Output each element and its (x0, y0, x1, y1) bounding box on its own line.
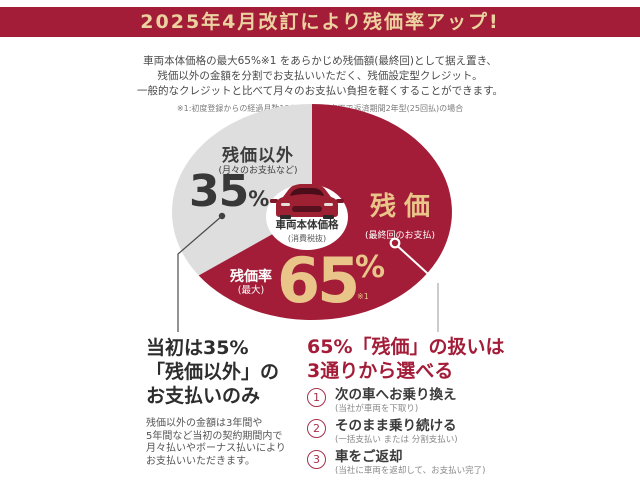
option-text: 次の車へお乗り換え (当社が車両を下取り) (335, 387, 457, 414)
left-note-body-line: お支払いいただきます。 (146, 455, 255, 467)
option-item-3: 3 車をご返却 (当社に車両を返却して、お支払い完了) (307, 449, 547, 476)
red-value-footnote-ref: ※1 (357, 292, 369, 301)
option-label: そのまま乗り続ける (335, 418, 457, 434)
red-value-unit: % (355, 250, 386, 285)
option-text: そのまま乗り続ける (一括支払い または 分割支払い) (335, 418, 458, 445)
residual-rate-subtitle: (最大) (237, 285, 265, 296)
residual-rate-label: 残価率 (最大) (222, 269, 280, 297)
options-block: 65%「残価」の扱いは 3通りから選べる 1 次の車へお乗り換え (当社が車両を… (307, 335, 547, 480)
intro-line: 残価以外の金額を分割でお支払いいただく、残価設定型クレジット。 (157, 70, 483, 82)
left-note-heading-line: お支払いのみ (146, 385, 261, 407)
option-number-badge: 3 (307, 450, 326, 469)
leader-line-right (389, 237, 439, 332)
gray-slice-label: 残価以外 (222, 146, 294, 166)
left-note-heading-line: 「残価以外」の (146, 361, 280, 383)
options-heading-line: 65%「残価」の扱いは (307, 336, 505, 358)
options-list: 1 次の車へお乗り換え (当社が車両を下取り) 2 そのまま乗り続ける (一括支… (307, 387, 547, 476)
gray-value-unit: % (248, 187, 270, 211)
option-sublabel: (当社が車両を下取り) (335, 404, 419, 414)
option-number-badge: 1 (307, 388, 326, 407)
pie-center-label: 車両本体価格 (275, 219, 339, 231)
option-label: 車をご返却 (335, 449, 403, 465)
left-note-body-line: 残価以外の金額は3年間や (146, 418, 263, 429)
option-sublabel: (当社に車両を返却して、お支払い完了) (335, 466, 486, 476)
option-label: 次の車へお乗り換え (335, 387, 457, 403)
option-number-badge: 2 (307, 419, 326, 438)
left-note-block: 当初は35% 「残価以外」の お支払いのみ 残価以外の金額は3年間や 5年間など… (146, 336, 316, 468)
leader-line-left (177, 212, 226, 332)
red-slice-sublabel: (最終回のお支払) (364, 231, 436, 241)
gray-slice-value: 35% (189, 170, 269, 214)
left-note-body-line: 月々払いやボーナス払いにより (146, 443, 286, 454)
option-item-1: 1 次の車へお乗り換え (当社が車両を下取り) (307, 387, 547, 414)
intro-line: 車両本体価格の最大65%※1 をあらかじめ残価額(最終回)として据え置き、 (143, 55, 497, 67)
option-text: 車をご返却 (当社に車両を返却して、お支払い完了) (335, 449, 485, 476)
intro-line: 一般的なクレジットと比べて月々のお支払い負担を軽くすることができます。 (136, 85, 504, 97)
option-sublabel: (一括支払い または 分割支払い) (335, 435, 458, 445)
red-slice-label: 残価 (369, 192, 438, 222)
gray-value-number: 35 (189, 166, 249, 217)
banner-title: 2025年4月改訂により残価率アップ! (0, 7, 640, 37)
options-heading-line: 3通りから選べる (307, 360, 454, 382)
gray-slice-sublabel: (月々のお支払など) (218, 166, 298, 176)
left-note-body: 残価以外の金額は3年間や 5年間など当初の契約期間内で 月々払いやボーナス払いに… (146, 418, 316, 468)
left-note-body-line: 5年間など当初の契約期間内で (146, 430, 283, 442)
residual-rate-title: 残価率 (230, 269, 272, 285)
pie-center-sublabel: (消費税抜) (287, 234, 327, 243)
option-item-2: 2 そのまま乗り続ける (一括支払い または 分割支払い) (307, 418, 547, 445)
left-note-heading-line: 当初は35% (146, 337, 249, 359)
car-front-illustration (270, 184, 344, 219)
red-value-number: 65 (277, 244, 360, 317)
options-heading: 65%「残価」の扱いは 3通りから選べる (307, 335, 547, 383)
left-note-heading: 当初は35% 「残価以外」の お支払いのみ (146, 336, 316, 408)
